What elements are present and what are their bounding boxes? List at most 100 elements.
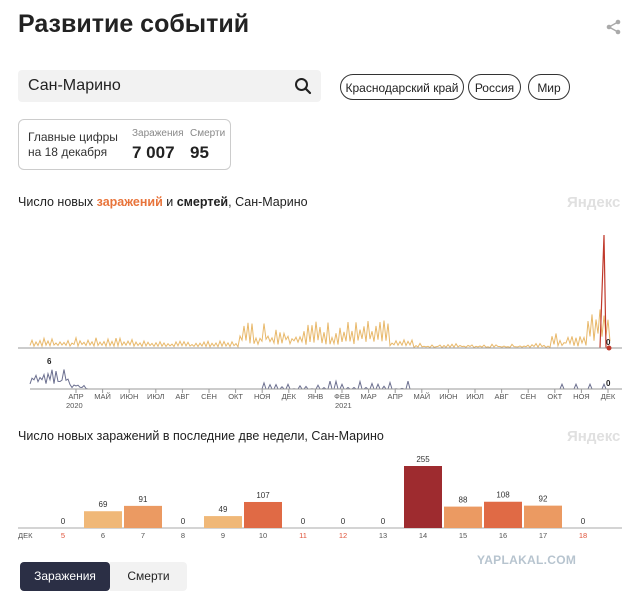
cases-spike — [599, 234, 607, 349]
month-label: ИЮЛ — [147, 392, 165, 401]
month-label: МАР — [360, 392, 376, 401]
month-label: СЕН — [520, 392, 536, 401]
share-icon[interactable] — [605, 18, 623, 36]
bar-value-label: 92 — [539, 495, 548, 504]
cases-value: 7 007 — [132, 143, 175, 162]
bar-day-label: 15 — [459, 531, 467, 540]
bar-day-label: 9 — [221, 531, 225, 540]
cases-last-label: 0 — [606, 338, 611, 347]
yandex-watermark-2: Яндекс — [567, 428, 621, 445]
yandex-watermark: Яндекс — [567, 194, 621, 211]
bar-day-label: 8 — [181, 531, 185, 540]
daily-chart-title-prefix: Число новых — [18, 195, 97, 209]
daily-chart-title-cases: заражений — [96, 195, 163, 209]
bar-day-label: 6 — [101, 531, 105, 540]
year-2020-label: 2020 — [66, 401, 83, 410]
bar-value-label: 255 — [416, 455, 430, 464]
bar-value-label: 108 — [496, 491, 510, 500]
region-pill-krasnodar[interactable]: Краснодарский край — [340, 74, 464, 100]
bar — [204, 516, 242, 528]
cases-line — [29, 309, 611, 349]
region-pill-world[interactable]: Мир — [528, 74, 570, 100]
bar-value-label: 0 — [341, 517, 346, 526]
month-label: ИЮЛ — [466, 392, 484, 401]
bar-chart-month-label: ДЕК — [18, 531, 33, 540]
month-label: АВГ — [175, 392, 189, 401]
bar-value-label: 0 — [381, 517, 386, 526]
bar — [524, 505, 562, 528]
bar — [124, 505, 162, 528]
bar-day-label: 13 — [379, 531, 387, 540]
bar-day-label: 14 — [419, 531, 427, 540]
bar-value-label: 0 — [581, 517, 586, 526]
deaths-series — [29, 369, 610, 390]
deaths-last-label: 0 — [606, 379, 611, 388]
daily-chart-title-and: и — [162, 195, 177, 209]
tab-deaths[interactable]: Смерти — [110, 562, 187, 591]
month-label: МАЙ — [94, 392, 111, 401]
month-label: ИЮН — [439, 392, 457, 401]
page-title: Развитие событий — [18, 10, 250, 38]
bar — [244, 501, 282, 528]
month-label: ЯНВ — [307, 392, 323, 401]
region-pill-russia[interactable]: Россия — [468, 74, 521, 100]
cases-last-point — [606, 345, 612, 351]
bar-day-label: 10 — [259, 531, 267, 540]
month-label: АПР — [68, 392, 83, 401]
month-label: СЕН — [201, 392, 217, 401]
key-figures-caption: Главные цифры на 18 декабря — [28, 130, 118, 160]
bar-value-label: 107 — [256, 491, 270, 500]
bar-day-label: 7 — [141, 531, 145, 540]
bar — [404, 466, 442, 528]
bar-value-label: 0 — [301, 517, 306, 526]
daily-chart-title-deaths: смертей — [176, 195, 229, 209]
bar-day-label: 12 — [339, 531, 347, 540]
search-icon[interactable] — [294, 77, 312, 95]
deaths-peak-label: 6 — [47, 357, 52, 366]
month-label: ОКТ — [228, 392, 243, 401]
bar-value-label: 88 — [459, 496, 468, 505]
bar-day-label: 16 — [499, 531, 507, 540]
month-label: ДЕК — [601, 392, 616, 401]
two-week-chart-title: Число новых заражений в последние две не… — [18, 429, 384, 443]
month-label: ФЕВ — [334, 392, 350, 401]
daily-chart-title: Число новых заражений и смертей, Сан-Мар… — [18, 195, 308, 209]
month-label: МАЙ — [413, 392, 430, 401]
bar-value-label: 0 — [61, 517, 66, 526]
deaths-label: Смерти — [190, 128, 226, 139]
cases-series — [29, 234, 611, 349]
bar — [484, 501, 522, 528]
deaths-line — [29, 369, 610, 390]
bar — [84, 511, 122, 528]
tab-cases[interactable]: Заражения — [20, 562, 110, 591]
deaths-value: 95 — [190, 143, 209, 162]
month-label: НОЯ — [573, 392, 590, 401]
bar-group: 0569691708499107100110120132551488151081… — [18, 455, 622, 540]
month-label: ИЮН — [120, 392, 138, 401]
site-watermark: YAPLAKAL.COM — [477, 553, 577, 567]
bar-day-label: 5 — [61, 531, 65, 540]
cases-label: Заражения — [132, 128, 184, 139]
bar-value-label: 91 — [139, 495, 148, 504]
month-label: АВГ — [495, 392, 509, 401]
bar-day-label: 18 — [579, 531, 587, 540]
bar-value-label: 0 — [181, 517, 186, 526]
bar-value-label: 49 — [219, 505, 228, 514]
key-figures-card: Главные цифры на 18 декабря Заражения 7 … — [18, 119, 231, 170]
bar-value-label: 69 — [99, 500, 108, 509]
month-axis: АПР МАЙ ИЮН ИЮЛ АВГ СЕН ОКТ НОЯ ДЕК ЯНВ ФЕВ МАР АПР М… — [68, 389, 616, 401]
month-label: НОЯ — [254, 392, 271, 401]
month-label: ОКТ — [547, 392, 562, 401]
daily-chart-title-suffix: , Сан-Марино — [228, 195, 308, 209]
daily-cases-deaths-chart: 0 6 0 АПР МАЙ ИЮН ИЮЛ АВГ СЕН ОКТ НОЯ ДЕК ЯНВ ФЕВ М… — [18, 234, 622, 410]
year-2021-label: 2021 — [335, 401, 352, 410]
key-figures-date: на 18 декабря — [28, 145, 108, 159]
search-value: Сан-Марино — [28, 77, 121, 94]
month-label: ДЕК — [282, 392, 297, 401]
month-label: АПР — [388, 392, 403, 401]
bar-day-label: 17 — [539, 531, 547, 540]
bar — [444, 506, 482, 528]
search-input[interactable]: Сан-Марино — [18, 70, 321, 102]
two-week-bar-chart: 0569691708499107100110120132551488151081… — [18, 455, 622, 540]
key-figures-caption-line1: Главные цифры — [28, 130, 118, 144]
